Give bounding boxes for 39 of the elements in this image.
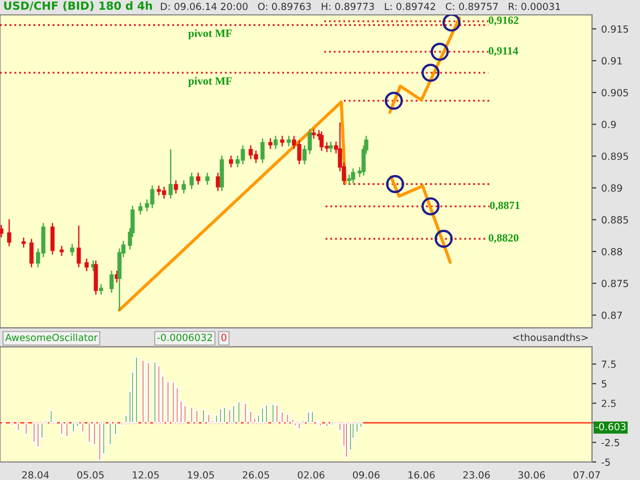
y-tick-label: 0.91 [602, 57, 622, 65]
annotation: 0,9114 [488, 47, 518, 56]
y-tick-label: -5 [602, 458, 610, 466]
x-tick-label: 09.06 [352, 471, 380, 479]
y-tick-label: 0.9 [602, 120, 616, 128]
text: <thousandths> [513, 334, 588, 342]
x-tick-label: 16.06 [408, 471, 435, 479]
x-tick-label: 07.07 [573, 471, 600, 479]
y-tick-label: 0.88 [602, 248, 622, 256]
y-tick-label: 2.5 [602, 400, 616, 408]
annotation: 0,9162 [488, 16, 518, 26]
y-tick-label: 0.89 [602, 184, 622, 192]
y-tick-label: -2.5 [602, 438, 620, 446]
y-tick-label: 0.87 [602, 312, 622, 319]
y-tick-label: 5 [602, 380, 606, 388]
annotation: 0,8871 [490, 202, 520, 211]
text: -0.0006032 [157, 334, 212, 342]
annotation: pivot MF [188, 76, 232, 88]
x-tick-label: 12.05 [132, 471, 159, 479]
y-tick-label: 7.5 [602, 360, 616, 368]
chart-subtitle: D: 09.06.14 20:00 O: 0.89763 H: 0.89773 L: 0.89742 C: 0.89757 R: 0.00031 [160, 2, 560, 10]
x-tick-label: 02.06 [298, 471, 324, 479]
x-tick-label: 30.06 [518, 471, 545, 479]
x-tick-label: 23.06 [463, 471, 490, 479]
annotation: pivot MF [188, 29, 232, 40]
y-tick-label: 0.915 [602, 25, 628, 33]
y-tick-label: 0.895 [602, 152, 628, 160]
annotation: 0,8820 [488, 234, 518, 244]
x-tick-label: 28.04 [22, 471, 49, 479]
text: -0.603 [595, 422, 626, 430]
text: 0 [221, 334, 226, 342]
y-tick-label: 0.885 [602, 216, 628, 224]
chart-title: USD/CHF (BID) 180 d 4h [4, 1, 152, 12]
x-tick-label: 05.05 [77, 471, 104, 479]
x-tick-label: 26.05 [242, 471, 270, 479]
x-tick-label: 19.05 [188, 471, 214, 479]
y-tick-label: 0.905 [602, 88, 628, 96]
chart-title: AwesomeOscillator [5, 334, 98, 342]
y-tick-label: 0.875 [602, 280, 628, 288]
